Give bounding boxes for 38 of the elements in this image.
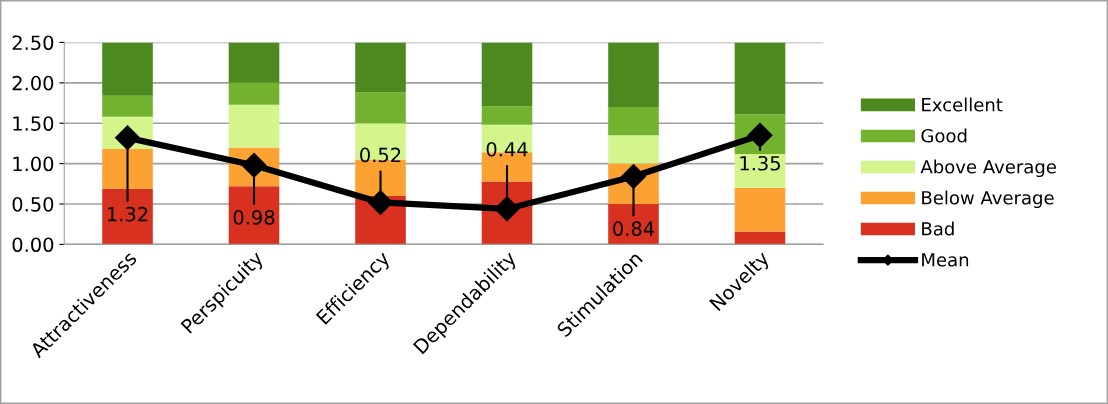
bar	[102, 42, 153, 96]
bar	[734, 187, 786, 232]
y-tick-label: 0.00	[12, 237, 54, 253]
bar	[355, 42, 406, 93]
bar	[734, 42, 786, 115]
bar	[481, 42, 533, 107]
bar	[102, 95, 153, 117]
bar	[228, 104, 280, 148]
data-label: 0.44	[486, 141, 528, 157]
legend-label: Bad	[922, 221, 954, 236]
point	[368, 189, 393, 215]
data-label: 1.35	[740, 155, 780, 171]
bar	[608, 135, 659, 164]
y-tick-label: 1.00	[13, 156, 54, 172]
data-label: 1.32	[108, 206, 148, 222]
bar	[102, 149, 153, 189]
bar	[228, 186, 280, 245]
legend-label: Excellent	[922, 97, 1003, 112]
bar	[481, 106, 533, 125]
legend-label: Below Average	[922, 190, 1054, 209]
legend-label: Good	[921, 128, 967, 143]
bar	[734, 231, 786, 245]
data-label: 0.84	[613, 221, 655, 237]
legend-label: Mean	[922, 253, 969, 267]
bar	[734, 153, 786, 188]
bar	[228, 42, 280, 83]
data-label: 0.52	[360, 147, 401, 163]
bar	[355, 92, 406, 124]
y-tick-label: 2.00	[12, 75, 54, 91]
y-tick-label: 0.50	[12, 196, 54, 212]
bar	[228, 82, 280, 105]
data-label: 0.98	[233, 210, 275, 225]
legend-label: Above Average	[920, 159, 1056, 178]
y-tick-label: 2.50	[12, 35, 54, 51]
y-tick-label: 1.50	[13, 116, 54, 131]
bar	[608, 42, 659, 108]
bar	[608, 107, 659, 136]
bar	[102, 188, 153, 245]
